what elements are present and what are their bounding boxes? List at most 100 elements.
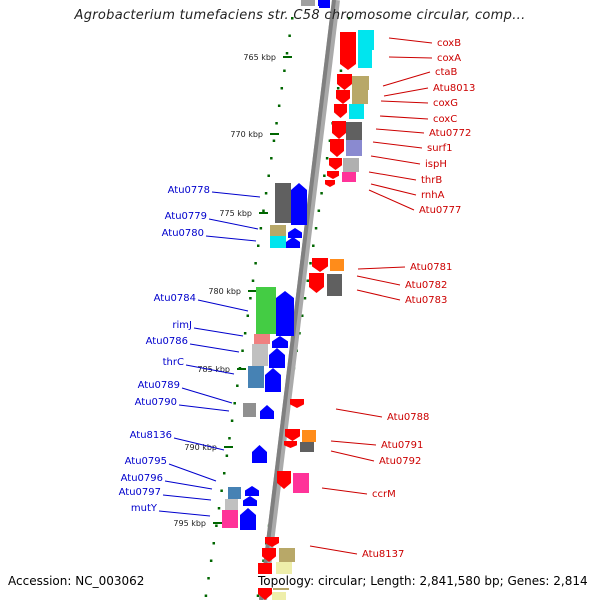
gene-category-block [352,76,369,90]
gene-category-block [252,344,268,366]
guide-dot [291,17,294,20]
guide-dot [300,314,304,317]
gene-label: Atu0791 [381,440,423,451]
guide-dot [314,227,318,230]
reverse-gene-arrow [262,548,276,562]
gene-category-block [270,225,286,236]
leader-line [368,189,415,211]
guide-dot [209,559,213,562]
leader-line [370,183,417,196]
reverse-gene-arrow [340,32,356,70]
leader-line [356,289,401,301]
leader-line [372,141,423,149]
guide-dot [256,594,260,597]
reverse-gene-arrow [265,537,279,547]
leader-line [168,463,217,482]
guide-dot [249,297,252,300]
scale-tick-label: 780 kbp [208,287,241,296]
guide-dot [254,262,257,265]
forward-gene-arrow [291,183,307,225]
gene-label: Atu0772 [429,128,471,139]
gene-label: Atu0786 [146,336,188,347]
gene-label: surf1 [427,143,453,154]
gene-label: thrB [421,175,442,186]
gene-label: coxC [433,114,457,125]
leader-line [321,487,368,495]
reverse-gene-arrow [336,90,350,104]
leader-line [330,450,375,462]
gene-label: rimJ [172,320,192,331]
guide-dot [215,524,218,527]
reverse-gene-arrow [284,441,297,448]
gene-label: Atu0790 [135,397,177,408]
guide-dot [285,52,289,55]
guide-dot [259,227,263,230]
gene-category-block [300,442,314,452]
gene-category-block [346,140,362,156]
forward-gene-arrow [319,0,330,8]
guide-dot [303,297,307,300]
gene-category-block [270,236,286,248]
guide-dot [267,174,270,177]
gene-category-block [327,274,342,296]
guide-dot [288,34,291,37]
gene-label: Atu0788 [387,412,429,423]
gene-category-block [243,403,256,417]
gene-label: Atu0792 [379,456,421,467]
leader-line [379,115,429,120]
guide-dot [309,262,312,265]
gene-label: Atu0795 [125,456,167,467]
leader-line [189,343,240,353]
leader-line [205,235,257,242]
guide-dot [325,157,329,160]
leader-line [178,404,230,412]
leader-line [335,408,383,418]
leader-line [370,155,421,165]
leader-line [162,494,212,501]
reverse-gene-arrow [325,180,335,187]
reverse-gene-arrow [290,399,304,408]
leader-line [388,56,433,59]
reverse-gene-arrow [332,121,346,139]
guide-dot [275,122,278,125]
leader-line [173,437,225,451]
gene-label: Atu8136 [130,430,172,441]
forward-gene-arrow [276,291,294,336]
map-title: Agrobacterium tumefaciens str. C58 chrom… [74,8,526,23]
guide-dot [220,489,223,492]
forward-gene-arrow [245,486,259,496]
gene-category-block [342,172,356,182]
leader-line [158,510,211,517]
reverse-gene-arrow [329,158,342,170]
leader-line [382,71,431,87]
reverse-gene-arrow [309,273,324,293]
gene-label: Atu0789 [138,380,180,391]
forward-gene-arrow [288,228,302,238]
guide-dot [317,209,321,212]
gene-category-block [293,473,309,493]
guide-dot [207,577,210,580]
guide-dot [280,87,284,90]
backbone-line [259,0,336,600]
guide-dot [241,349,244,352]
gene-category-block [275,183,291,223]
guide-dot [243,332,247,335]
scale-tick-label: 775 kbp [219,209,252,218]
guide-dot [230,419,234,422]
scale-tick-label: 790 kbp [184,443,217,452]
forward-gene-arrow [269,348,285,368]
guide-dot [233,402,236,405]
gene-category-block [256,287,276,334]
leader-line [185,364,235,375]
guide-dot [323,174,326,177]
guide-dot [264,192,268,195]
gene-category-block [346,122,362,140]
guide-dot [236,384,239,387]
leader-line [388,37,433,44]
gene-label: ctaB [435,67,458,78]
leader-line [309,545,358,555]
leader-line [368,171,417,181]
gene-category-block [222,510,238,528]
gene-label: mutY [131,503,158,514]
gene-category-block [225,499,238,510]
